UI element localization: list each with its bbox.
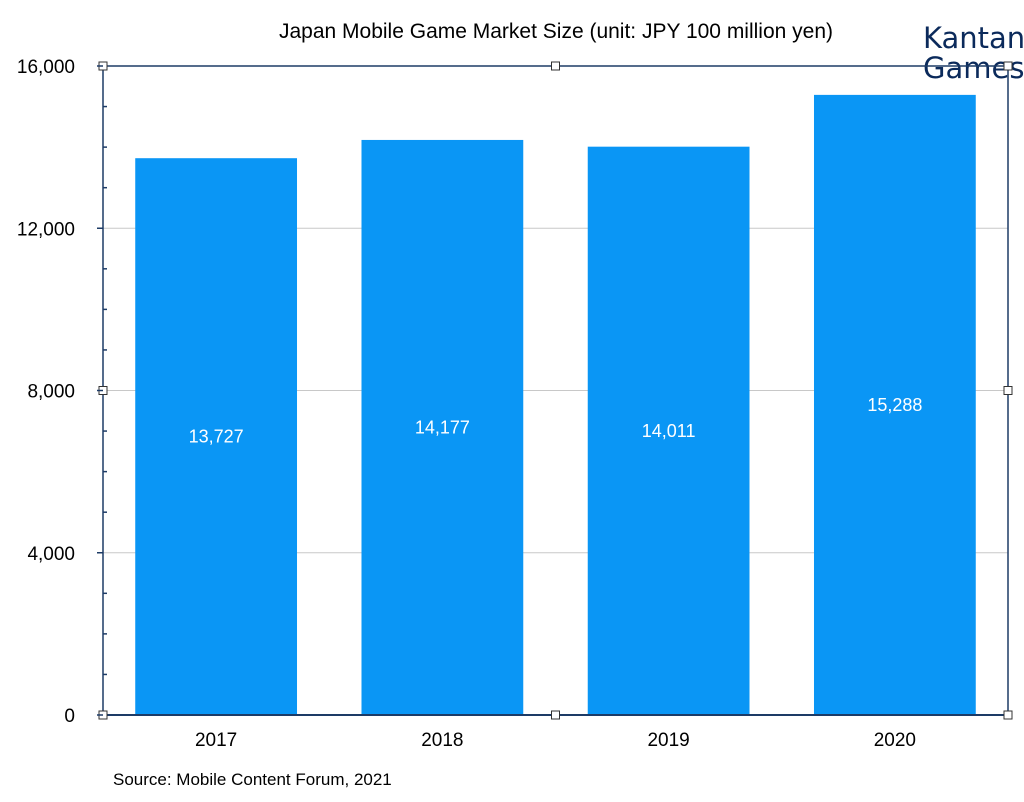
bars: [135, 94, 976, 716]
data-label: 13,727: [189, 427, 244, 447]
data-label: 15,288: [867, 395, 922, 415]
bar-2018: [361, 139, 524, 715]
bar-2020: [813, 94, 976, 716]
resize-handle[interactable]: [1003, 61, 1013, 71]
y-tick-label: 12,000: [17, 219, 75, 240]
x-axis: 2017 2018 2019 2020: [195, 730, 916, 751]
data-label: 14,011: [642, 421, 696, 441]
y-axis: 0 4,000 8,000 12,000 16,000: [17, 57, 107, 727]
x-tick-label: 2017: [195, 730, 237, 751]
y-tick-label: 4,000: [27, 544, 75, 565]
x-tick-label: 2018: [421, 730, 463, 751]
chart-title: Japan Mobile Game Market Size (unit: JPY…: [279, 20, 833, 43]
resize-handle[interactable]: [1003, 710, 1013, 720]
y-tick-label: 8,000: [27, 382, 75, 403]
x-tick-label: 2020: [874, 730, 916, 751]
y-tick-label: 16,000: [17, 57, 75, 78]
resize-handle[interactable]: [1003, 386, 1013, 395]
data-labels: 13,727 14,177 14,011 15,288: [189, 395, 923, 447]
bar-2017: [135, 158, 298, 716]
resize-handle[interactable]: [551, 61, 560, 71]
resize-handle[interactable]: [551, 710, 560, 720]
source-note: Source: Mobile Content Forum, 2021: [113, 770, 392, 789]
y-tick-label: 0: [64, 706, 75, 727]
data-label: 14,177: [415, 417, 470, 437]
logo-line-1: Kantan: [923, 21, 1024, 55]
logo: Kantan Games: [923, 21, 1024, 85]
bar-2019: [587, 146, 750, 715]
x-tick-label: 2019: [647, 730, 689, 751]
